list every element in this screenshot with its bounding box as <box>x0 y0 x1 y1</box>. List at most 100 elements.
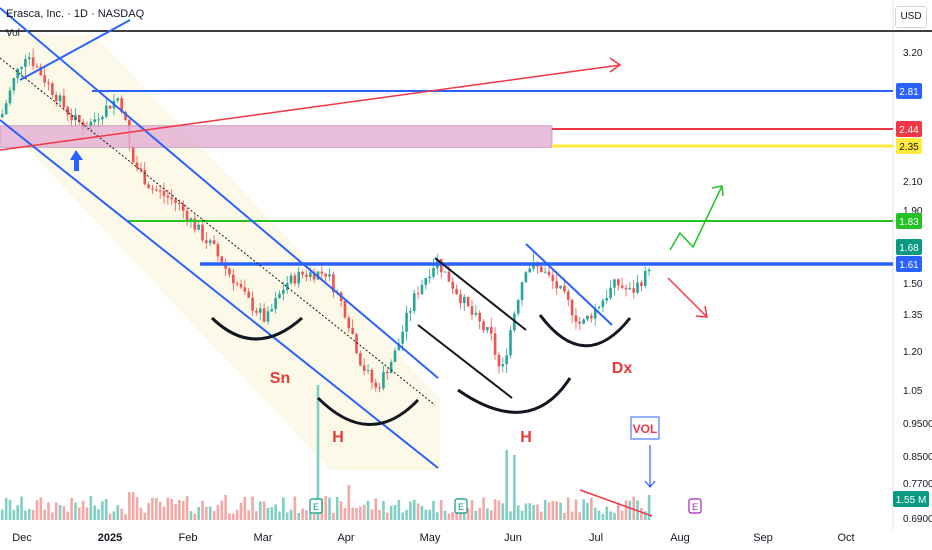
candle-body <box>93 119 96 122</box>
volume-bar <box>166 497 170 520</box>
candle <box>405 305 408 341</box>
candle-body <box>39 66 43 76</box>
vol-arrowhead <box>644 480 656 488</box>
volume-bar <box>424 509 428 520</box>
volume-bar <box>624 500 628 520</box>
candle-body <box>393 350 397 362</box>
candle <box>324 273 327 284</box>
candle <box>12 77 16 95</box>
candle-body <box>555 281 558 289</box>
candle-body <box>497 354 501 367</box>
candle <box>343 298 347 319</box>
candle-body <box>366 369 370 371</box>
candle-body <box>328 274 331 277</box>
volume-bar <box>262 501 266 520</box>
candle-body <box>228 268 231 275</box>
candle <box>297 266 301 289</box>
candle-body <box>397 343 401 351</box>
candle <box>601 298 605 313</box>
candle <box>497 352 501 374</box>
volume-bar <box>62 506 66 520</box>
candle-body <box>224 264 227 269</box>
candle-body <box>101 116 104 120</box>
candle-body <box>270 309 274 312</box>
volume-bar <box>155 497 158 520</box>
candle-body <box>282 289 285 294</box>
volume-bar <box>597 510 601 520</box>
volume-bar <box>305 510 308 520</box>
candle-body <box>443 271 447 273</box>
y-tick-label: 1.50 <box>903 279 923 290</box>
volume-bar <box>316 385 320 520</box>
candle-body <box>255 310 258 313</box>
candle-body <box>370 369 374 383</box>
candle <box>382 365 385 391</box>
candle <box>443 271 447 273</box>
black-channel-upper <box>434 257 527 331</box>
candle-body <box>16 68 19 79</box>
candle <box>74 108 77 127</box>
candle <box>359 350 362 367</box>
candle <box>366 364 370 375</box>
candle <box>174 198 177 212</box>
blue-short-trend <box>525 243 613 326</box>
volume-bar <box>482 497 485 520</box>
volume-bar <box>420 505 424 520</box>
candle <box>578 316 582 330</box>
candle <box>389 359 393 374</box>
candle-body <box>220 256 224 265</box>
volume-trend-line <box>579 489 653 517</box>
volume-bar <box>274 504 277 520</box>
volume-bar <box>447 513 451 520</box>
y-tick-label: 0.7700 <box>903 479 932 490</box>
candle <box>108 105 112 110</box>
volume-bar <box>605 506 609 520</box>
candle <box>520 281 524 307</box>
candle <box>412 289 416 315</box>
candle-body <box>66 107 70 115</box>
candle-body <box>493 333 497 355</box>
volume-bar <box>85 507 89 520</box>
volume-bar <box>347 485 351 520</box>
candle <box>574 307 578 330</box>
candle <box>501 357 505 373</box>
candle <box>505 348 508 373</box>
candle <box>228 266 231 278</box>
candle-body <box>332 274 335 293</box>
volume-bar <box>378 509 381 520</box>
candle <box>101 115 104 126</box>
candle <box>278 290 281 299</box>
volume-bar <box>405 509 408 520</box>
candle <box>151 185 154 195</box>
candle-body <box>351 328 354 334</box>
candle-body <box>474 312 478 315</box>
volume-bar <box>343 508 347 520</box>
candle-body <box>482 321 485 331</box>
volume-bar <box>247 510 250 520</box>
candle <box>362 358 366 375</box>
currency-button[interactable]: USD <box>895 6 927 28</box>
x-tick-label: Jun <box>504 532 522 544</box>
volume-bar <box>359 506 362 520</box>
volume-bar <box>432 500 435 520</box>
candle-body <box>412 293 416 311</box>
volume-bar <box>474 510 478 520</box>
earnings-marker-label: E <box>692 502 698 512</box>
candle <box>551 269 555 290</box>
candle-body <box>617 279 620 286</box>
candle-body <box>12 78 16 91</box>
volume-bar <box>570 511 574 520</box>
volume-bar <box>193 513 197 520</box>
volume-bar <box>620 510 624 520</box>
candle-body <box>170 197 173 200</box>
candle-body <box>620 285 624 288</box>
candle-body <box>155 189 158 191</box>
volume-bar <box>43 509 46 520</box>
candle <box>4 99 8 115</box>
volume-bar <box>339 501 343 520</box>
candle <box>270 304 274 313</box>
x-tick-label: Feb <box>179 532 198 544</box>
volume-bar <box>31 509 35 520</box>
